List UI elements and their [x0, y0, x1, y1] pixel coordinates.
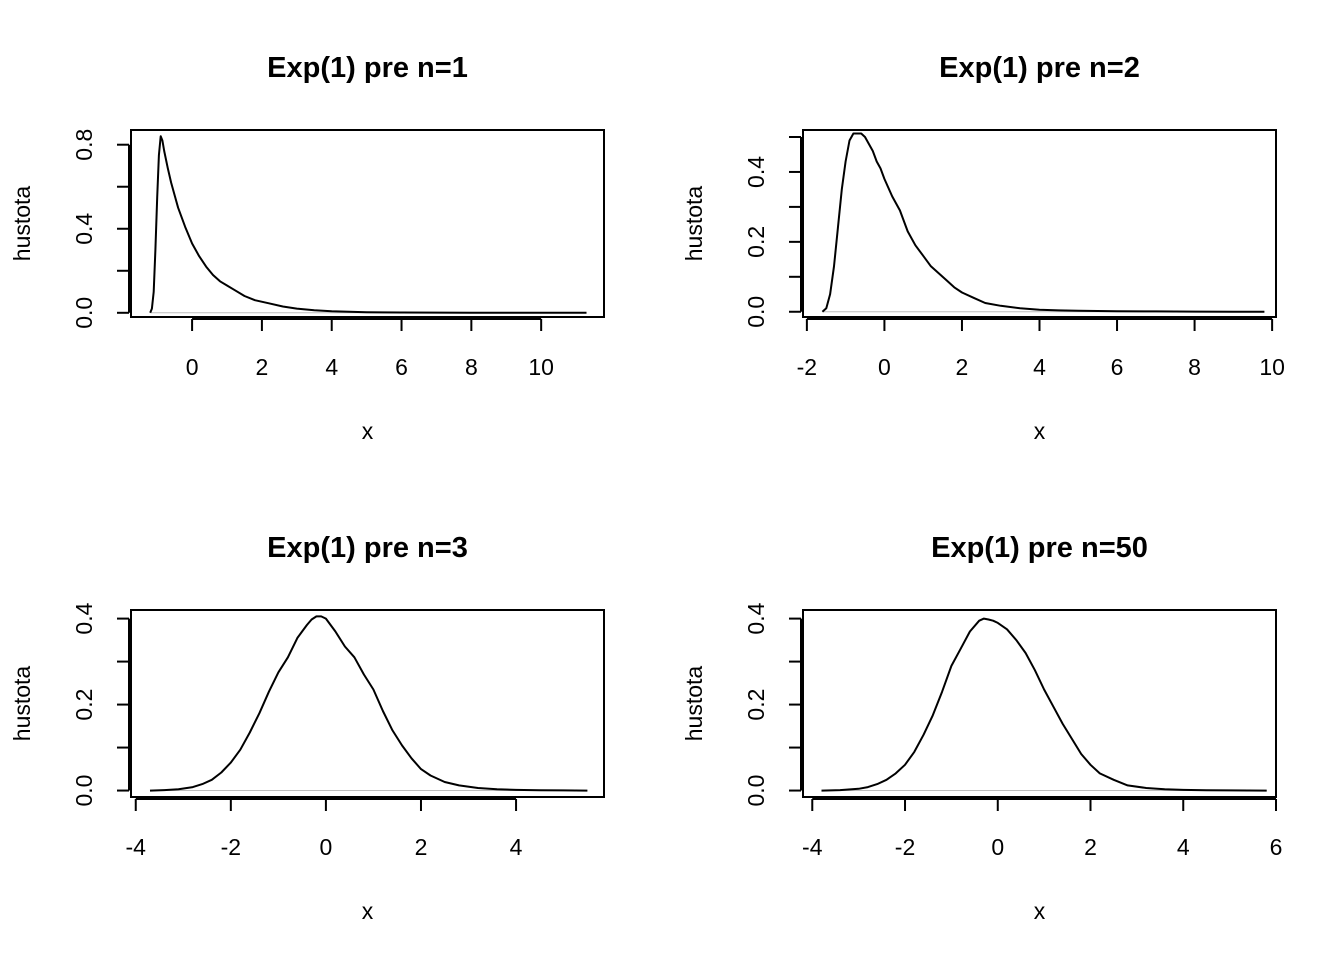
plot-frame — [130, 129, 605, 318]
y-axis: 0.0 0.2 0.4 hustota — [9, 602, 130, 807]
chart-title: Exp(1) pre n=2 — [939, 52, 1140, 84]
x-axis-label: x — [1034, 898, 1046, 924]
x-tick-label: 8 — [1188, 354, 1201, 380]
x-tick-label: -2 — [797, 354, 817, 380]
x-tick-label: 4 — [1177, 834, 1190, 860]
y-tick-label: 0.4 — [743, 602, 769, 634]
x-axis-label: x — [362, 418, 374, 444]
x-tick-label: -2 — [221, 834, 241, 860]
x-tick-label: -4 — [802, 834, 823, 860]
chart-title: Exp(1) pre n=3 — [267, 532, 468, 564]
y-axis: 0.0 0.2 0.4 hustota — [681, 602, 802, 807]
x-tick-label: -2 — [895, 834, 915, 860]
x-tick-label: 2 — [256, 354, 269, 380]
y-tick-label: 0.2 — [743, 226, 769, 258]
y-tick-label: 0.8 — [71, 129, 97, 161]
chart-panel-3: Exp(1) pre n=3 -4 -2 0 2 4 x 0.0 0.2 0.4 hustota — [9, 532, 605, 924]
y-axis-label: hustota — [681, 186, 707, 262]
y-axis-label: hustota — [9, 186, 35, 262]
x-tick-label: 0 — [878, 354, 891, 380]
x-tick-label: 8 — [465, 354, 478, 380]
plot-frame — [802, 609, 1277, 798]
density-curve — [821, 617, 1267, 792]
x-tick-label: 0 — [991, 834, 1004, 860]
chart-panel-2: Exp(1) pre n=2 -2 0 2 4 6 8 10 x 0.0 0.2 0.4 hustota — [681, 52, 1285, 444]
x-tick-label: 6 — [395, 354, 408, 380]
y-tick-label: 0.0 — [71, 297, 97, 329]
y-axis-label: hustota — [681, 666, 707, 742]
y-tick-label: 0.0 — [743, 775, 769, 807]
x-axis: 0 2 4 6 8 10 x — [186, 318, 554, 444]
x-tick-label: 4 — [1033, 354, 1046, 380]
x-axis-label: x — [1034, 418, 1046, 444]
y-axis-label: hustota — [9, 666, 35, 742]
chart-title: Exp(1) pre n=1 — [267, 52, 468, 84]
x-tick-label: -4 — [126, 834, 147, 860]
y-tick-label: 0.0 — [71, 775, 97, 807]
x-axis: -4 -2 0 2 4 6 x — [802, 798, 1283, 924]
x-tick-label: 10 — [1259, 354, 1285, 380]
y-axis: 0.0 0.2 0.4 hustota — [681, 135, 802, 328]
x-tick-label: 0 — [320, 834, 333, 860]
x-tick-label: 2 — [415, 834, 428, 860]
x-tick-label: 2 — [956, 354, 969, 380]
y-tick-label: 0.4 — [743, 156, 769, 188]
plot-frame — [130, 609, 605, 798]
x-tick-label: 10 — [528, 354, 554, 380]
y-tick-label: 0.4 — [71, 213, 97, 245]
x-tick-label: 6 — [1270, 834, 1283, 860]
x-tick-label: 2 — [1084, 834, 1097, 860]
x-tick-label: 4 — [325, 354, 338, 380]
density-curve — [149, 135, 587, 314]
y-axis: 0.0 0.4 0.8 hustota — [9, 129, 130, 329]
density-curve — [149, 615, 588, 792]
y-tick-label: 0.4 — [71, 602, 97, 634]
x-tick-label: 4 — [510, 834, 523, 860]
y-tick-label: 0.0 — [743, 296, 769, 328]
chart-title: Exp(1) pre n=50 — [931, 532, 1148, 564]
x-tick-label: 6 — [1111, 354, 1124, 380]
chart-panel-4: Exp(1) pre n=50 -4 -2 0 2 4 6 x 0.0 0.2 0.4 hustota — [681, 532, 1282, 924]
x-axis: -2 0 2 4 6 8 10 x — [797, 318, 1285, 444]
chart-panel-1: Exp(1) pre n=1 0 2 4 6 8 10 x 0.0 0.4 0.8 hustota — [9, 52, 605, 444]
x-axis: -4 -2 0 2 4 x — [126, 798, 523, 924]
y-tick-label: 0.2 — [71, 689, 97, 721]
y-tick-label: 0.2 — [743, 689, 769, 721]
x-axis-label: x — [362, 898, 374, 924]
density-curve — [821, 132, 1265, 313]
x-tick-label: 0 — [186, 354, 199, 380]
plot-frame — [802, 129, 1277, 318]
